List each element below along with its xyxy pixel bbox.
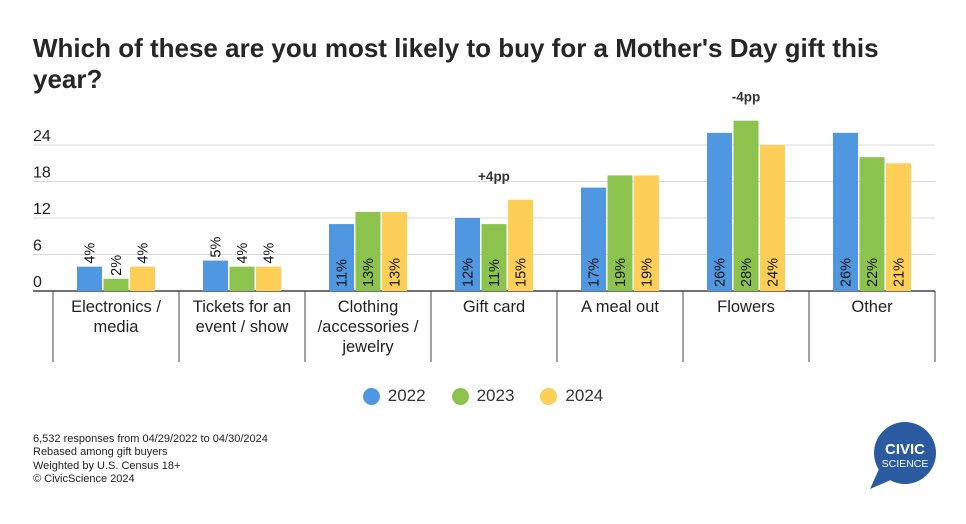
bar-2023 — [859, 157, 885, 291]
data-label-2023: 2% — [109, 255, 125, 276]
legend-label-2023: 2023 — [476, 386, 515, 405]
data-label-2022: 12% — [461, 258, 477, 287]
data-label-2024: 21% — [892, 258, 908, 287]
data-label-2022: 11% — [335, 259, 351, 287]
data-label-2023: 13% — [361, 258, 377, 287]
footnote-copyright: © CivicScience 2024 — [33, 473, 135, 486]
legend-swatch-2022 — [362, 387, 380, 405]
bar-2022 — [329, 224, 354, 291]
category-label: jewelry — [341, 338, 394, 356]
legend-item-2023: 2023 — [451, 386, 515, 406]
data-label-2024: 4% — [136, 243, 152, 264]
y-tick-label: 6 — [33, 238, 42, 255]
data-label-2024: 24% — [766, 258, 782, 287]
y-tick-label: 12 — [33, 201, 51, 218]
footnote-weighted: Weighted by U.S. Census 18+ — [33, 459, 181, 472]
data-label-2022: 5% — [209, 237, 225, 258]
bar-2024 — [382, 211, 407, 291]
bar-2023 — [607, 175, 633, 291]
data-label-2024: 4% — [262, 243, 278, 264]
bar-2023 — [103, 278, 129, 291]
category-label: event / show — [196, 318, 289, 336]
bar-2024 — [886, 163, 911, 291]
bar-2022 — [77, 266, 102, 291]
bar-2022 — [455, 218, 480, 291]
annotation-label: +4pp — [478, 169, 510, 184]
bar-2024 — [508, 199, 533, 291]
legend-swatch-2024 — [540, 387, 558, 405]
data-label-2023: 28% — [739, 258, 755, 287]
footnote-rebased: Rebased among gift buyers — [33, 446, 168, 459]
legend-item-2022: 2022 — [362, 386, 426, 406]
logo-speech-tail — [870, 469, 893, 489]
bar-chart: 0 6 12 18 24 4% 2% 4% Electronics / media 5% 4% 4% Ti… — [33, 90, 936, 362]
legend-label-2022: 2022 — [387, 386, 426, 405]
bar-2023 — [355, 211, 381, 291]
bar-2023 — [229, 266, 255, 291]
category-label: Flowers — [717, 298, 775, 316]
annotation-label: -4pp — [732, 90, 761, 105]
data-label-2024: 13% — [388, 258, 404, 287]
legend-label-2024: 2024 — [565, 386, 604, 405]
data-label-2022: 4% — [83, 243, 99, 264]
bar-2024 — [634, 175, 659, 291]
logo-text-civic: CIVIC — [885, 441, 925, 458]
bar-2024 — [130, 266, 155, 291]
y-tick-label: 18 — [33, 165, 51, 182]
bar-2022 — [707, 132, 732, 291]
bar-2023 — [733, 120, 759, 292]
chart-title: Which of these are you most likely to bu… — [33, 33, 879, 94]
category-label: Electronics / — [71, 298, 161, 316]
data-label-2023: 11% — [487, 259, 503, 287]
civicscience-logo: CIVIC SCIENCE — [870, 422, 936, 489]
bar-2024 — [760, 145, 785, 291]
legend-item-2024: 2024 — [540, 386, 603, 406]
data-label-2022: 26% — [713, 258, 729, 287]
data-label-2023: 19% — [613, 258, 629, 287]
data-label-2023: 4% — [235, 243, 251, 264]
footnotes: 6,532 responses from 04/29/2022 to 04/30… — [33, 433, 268, 487]
data-label-2022: 17% — [587, 258, 603, 287]
data-label-2023: 22% — [865, 258, 881, 287]
footnote-responses: 6,532 responses from 04/29/2022 to 04/30… — [33, 433, 268, 445]
category-label: /accessories / — [318, 318, 419, 336]
category-label: Gift card — [463, 298, 525, 316]
logo-circle — [874, 422, 936, 484]
category-label: Other — [851, 298, 893, 316]
bar-2022 — [581, 187, 606, 291]
category-label: Clothing — [338, 298, 399, 316]
legend-swatch-2023 — [451, 387, 469, 405]
y-tick-label: 24 — [33, 128, 51, 145]
bar-2022 — [203, 260, 228, 291]
category-label: A meal out — [581, 298, 659, 316]
category-label: media — [94, 318, 140, 336]
y-tick-label: 0 — [33, 274, 42, 291]
data-label-2024: 15% — [514, 258, 530, 287]
bar-2022 — [833, 132, 858, 291]
legend: 2022 2023 2024 — [0, 386, 966, 406]
category-label: Tickets for an — [193, 298, 291, 316]
bar-2023 — [481, 224, 507, 291]
bar-2024 — [256, 266, 281, 291]
data-label-2022: 26% — [839, 258, 855, 287]
data-label-2024: 19% — [640, 258, 656, 287]
logo-text-science: SCIENCE — [882, 458, 929, 470]
